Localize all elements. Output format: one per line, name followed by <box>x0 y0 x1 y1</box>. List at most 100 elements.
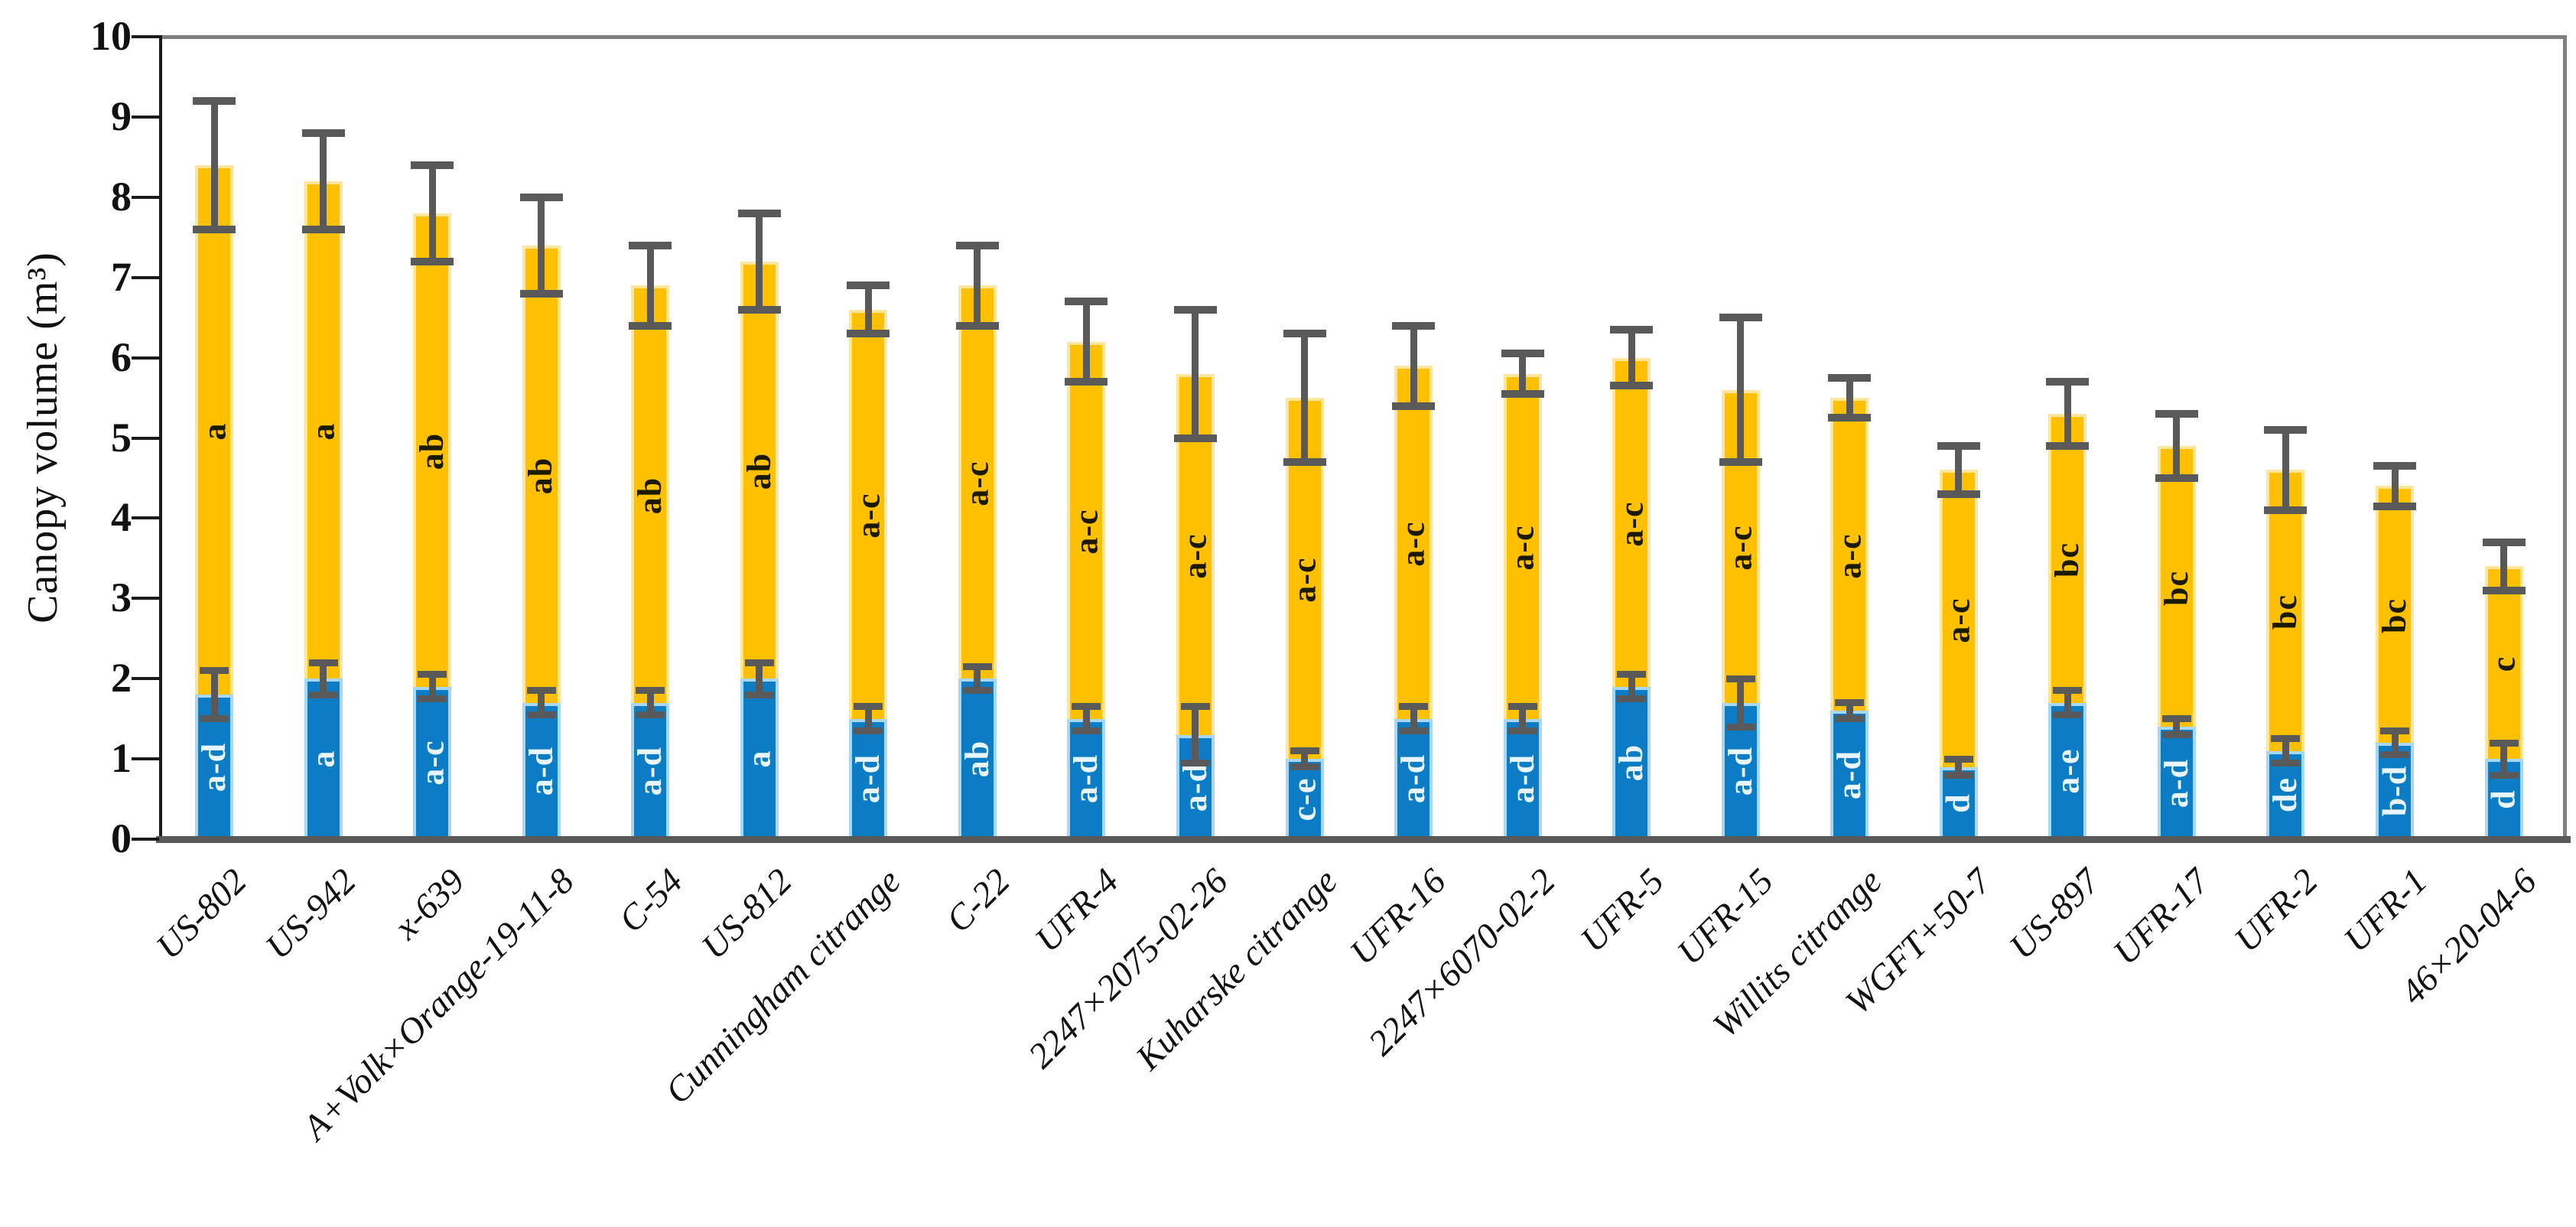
total-error-bar-cap-bottom <box>2373 502 2416 510</box>
bar-segment-top: a-c <box>1503 373 1542 719</box>
y-tick <box>132 35 159 38</box>
total-error-bar-cap-top <box>2155 410 2198 418</box>
bar-segment-bottom: a-e <box>2048 702 2087 836</box>
y-tick <box>132 436 159 440</box>
total-error-bar-cap-bottom <box>2155 474 2198 482</box>
top-segment-letter-label: a-c <box>958 461 996 506</box>
top-segment-letter-label: c <box>2484 656 2522 672</box>
bottom-error-bar-cap-top <box>636 687 665 695</box>
bottom-error-bar-line <box>1410 706 1417 731</box>
bottom-segment-letter-label: a-d <box>1176 762 1214 812</box>
bottom-segment-letter-label: c-e <box>1285 777 1323 821</box>
bottom-error-bar-cap-bottom <box>2489 771 2519 779</box>
bottom-error-bar-cap-top <box>1290 747 1319 755</box>
bottom-error-bar-cap-top <box>308 659 338 666</box>
bottom-segment-letter-label: a-d <box>1721 746 1759 796</box>
bottom-segment-letter-label: d <box>2484 789 2522 809</box>
y-tick-label: 10 <box>90 13 132 59</box>
total-error-bar-line <box>2282 430 2289 510</box>
total-error-bar-line <box>974 245 981 326</box>
y-tick-label: 7 <box>111 253 132 300</box>
total-error-bar-cap-bottom <box>1392 402 1436 410</box>
bottom-segment-letter-label: a-d <box>849 754 887 804</box>
bottom-error-bar-line <box>1737 679 1745 727</box>
bottom-segment-letter-label: a-d <box>1394 754 1433 804</box>
bottom-segment-letter-label: de <box>2266 777 2304 813</box>
top-segment-letter-label: ab <box>631 477 669 515</box>
total-error-bar-cap-top <box>1937 441 1980 450</box>
bottom-error-bar-cap-bottom <box>1943 771 1973 779</box>
bottom-error-bar-cap-top <box>2053 687 2083 695</box>
bottom-error-bar-cap-top <box>2489 739 2519 747</box>
bottom-error-bar-cap-top <box>2380 727 2409 734</box>
total-error-bar-cap-bottom <box>1065 378 1108 386</box>
y-tick-label: 6 <box>111 334 132 380</box>
bar-segment-top: a-c <box>1394 366 1433 719</box>
total-error-bar-cap-bottom <box>955 321 999 330</box>
top-segment-letter-label: a-c <box>1939 597 1977 643</box>
bottom-error-bar-cap-bottom <box>1617 695 1647 702</box>
total-error-bar-line <box>2391 466 2399 506</box>
bottom-error-bar-line <box>756 662 763 695</box>
total-error-bar-cap-top <box>1283 330 1326 338</box>
y-tick <box>132 275 159 279</box>
y-tick <box>132 757 159 761</box>
top-segment-letter-label: ab <box>740 453 778 490</box>
bottom-error-bar-cap-bottom <box>2053 711 2083 718</box>
total-error-bar-cap-top <box>737 209 781 217</box>
bottom-error-bar-cap-top <box>1617 671 1647 679</box>
bottom-error-bar-cap-bottom <box>308 691 338 698</box>
total-error-bar-cap-top <box>1719 314 1762 322</box>
y-tick-label: 4 <box>111 494 132 541</box>
bottom-error-bar-cap-bottom <box>962 687 992 695</box>
total-error-bar-cap-bottom <box>1173 434 1217 442</box>
bottom-error-bar-cap-top <box>1072 703 1101 711</box>
total-error-bar-cap-bottom <box>1937 490 1980 498</box>
bottom-error-bar-line <box>2173 718 2181 735</box>
total-error-bar-cap-bottom <box>2482 586 2526 594</box>
bottom-error-bar-line <box>974 666 981 691</box>
total-error-bar-line <box>320 132 327 229</box>
total-error-bar-cap-top <box>1392 321 1436 330</box>
bottom-error-bar-cap-bottom <box>744 691 774 698</box>
top-segment-letter-label: bc <box>2376 598 2413 634</box>
y-tick-label: 3 <box>111 574 132 621</box>
bottom-error-bar-cap-top <box>744 659 774 666</box>
bar-segment-top: bc <box>2048 414 2087 703</box>
total-error-bar-cap-top <box>2046 378 2090 386</box>
total-error-bar-line <box>1628 329 1635 386</box>
bottom-error-bar-line <box>1628 674 1635 699</box>
y-tick <box>132 195 159 199</box>
bottom-error-bar-cap-top <box>854 703 883 711</box>
bottom-error-bar-cap-top <box>526 687 556 695</box>
bottom-error-bar-cap-bottom <box>1072 727 1101 734</box>
bottom-segment-letter-label: ab <box>1612 744 1651 782</box>
bottom-error-bar-cap-bottom <box>1725 723 1755 731</box>
top-segment-letter-label: a <box>195 422 233 441</box>
bottom-error-bar-cap-top <box>418 671 447 679</box>
top-segment-letter-label: a-c <box>1176 533 1214 579</box>
total-error-bar-line <box>428 164 436 262</box>
bottom-error-bar-line <box>2282 738 2289 763</box>
bottom-segment-letter-label: a-d <box>2157 758 2195 808</box>
y-tick <box>132 838 159 841</box>
bar-segment-top: a-c <box>1612 357 1651 687</box>
bottom-error-bar-cap-top <box>200 667 229 675</box>
bottom-error-bar-line <box>864 706 872 731</box>
y-tick <box>132 677 159 681</box>
total-error-bar-cap-bottom <box>1610 382 1654 390</box>
bottom-segment-letter-label: ab <box>958 740 996 778</box>
total-error-bar-line <box>2173 414 2181 478</box>
y-tick <box>132 356 159 360</box>
bar-segment-top: bc <box>2157 445 2196 727</box>
bottom-segment-letter-label: a <box>304 750 342 768</box>
bottom-error-bar-cap-bottom <box>854 727 883 734</box>
y-tick <box>132 115 159 119</box>
top-segment-letter-label: a-c <box>1612 501 1651 547</box>
top-segment-letter-label: a <box>304 422 342 441</box>
bar-segment-bottom: a-d <box>1394 718 1433 836</box>
total-error-bar-line <box>1846 377 1853 418</box>
y-axis-line <box>159 35 162 842</box>
bottom-error-bar-cap-bottom <box>2271 759 2301 766</box>
total-error-bar-cap-top <box>847 282 890 290</box>
